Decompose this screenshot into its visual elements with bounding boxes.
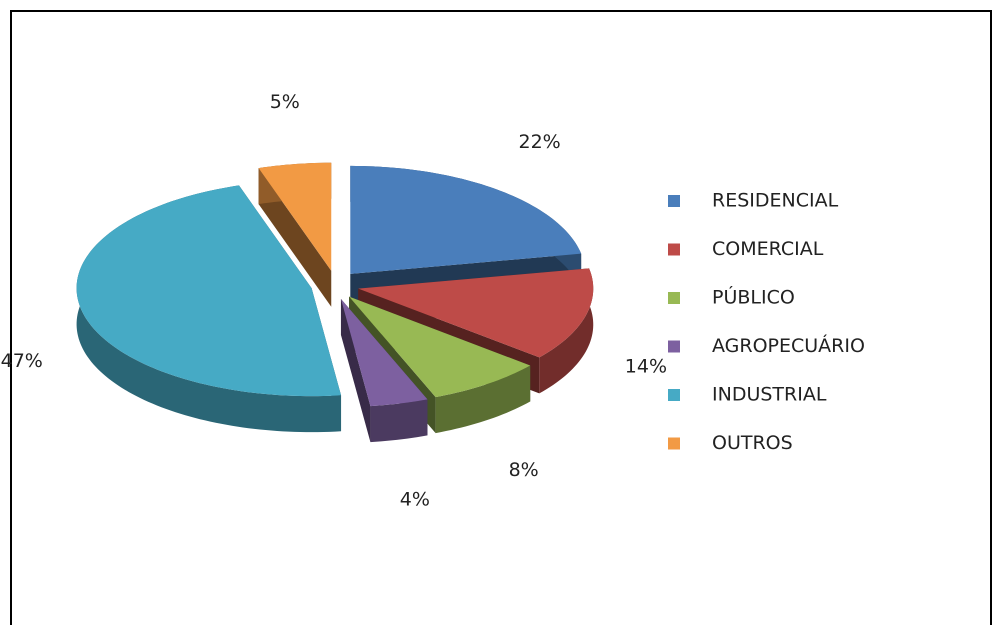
- legend-label: OUTROS: [712, 432, 793, 454]
- legend-swatch: [668, 195, 680, 207]
- legend-swatch: [668, 292, 680, 304]
- slice: [76, 185, 342, 397]
- data-label: 8%: [509, 459, 539, 481]
- slice: [340, 298, 428, 407]
- legend-swatch: [668, 243, 680, 256]
- data-label: 47%: [1, 350, 43, 372]
- legend-label: RESIDENCIAL: [712, 190, 839, 212]
- data-label: 22%: [518, 131, 560, 153]
- slice-wall: [435, 365, 531, 434]
- slice: [358, 268, 594, 358]
- slice-side: [258, 168, 332, 307]
- slice-wall: [370, 399, 428, 443]
- legend-label: AGROPECUÁRIO: [712, 334, 865, 357]
- slice: [349, 296, 531, 398]
- legend-swatch: [668, 340, 680, 353]
- legend-label: INDUSTRIAL: [712, 384, 827, 406]
- data-label: 5%: [270, 91, 300, 113]
- slice: [258, 162, 332, 271]
- legend-swatch: [668, 389, 680, 401]
- legend-label: PÚBLICO: [712, 285, 795, 309]
- data-label: 4%: [400, 488, 430, 510]
- slice-wall: [539, 268, 594, 394]
- slice: [350, 165, 582, 274]
- slice-side: [340, 298, 371, 443]
- legend-swatch: [668, 437, 680, 450]
- data-label: 14%: [625, 355, 667, 377]
- legend-label: COMERCIAL: [712, 238, 824, 260]
- chart-frame: [10, 10, 992, 629]
